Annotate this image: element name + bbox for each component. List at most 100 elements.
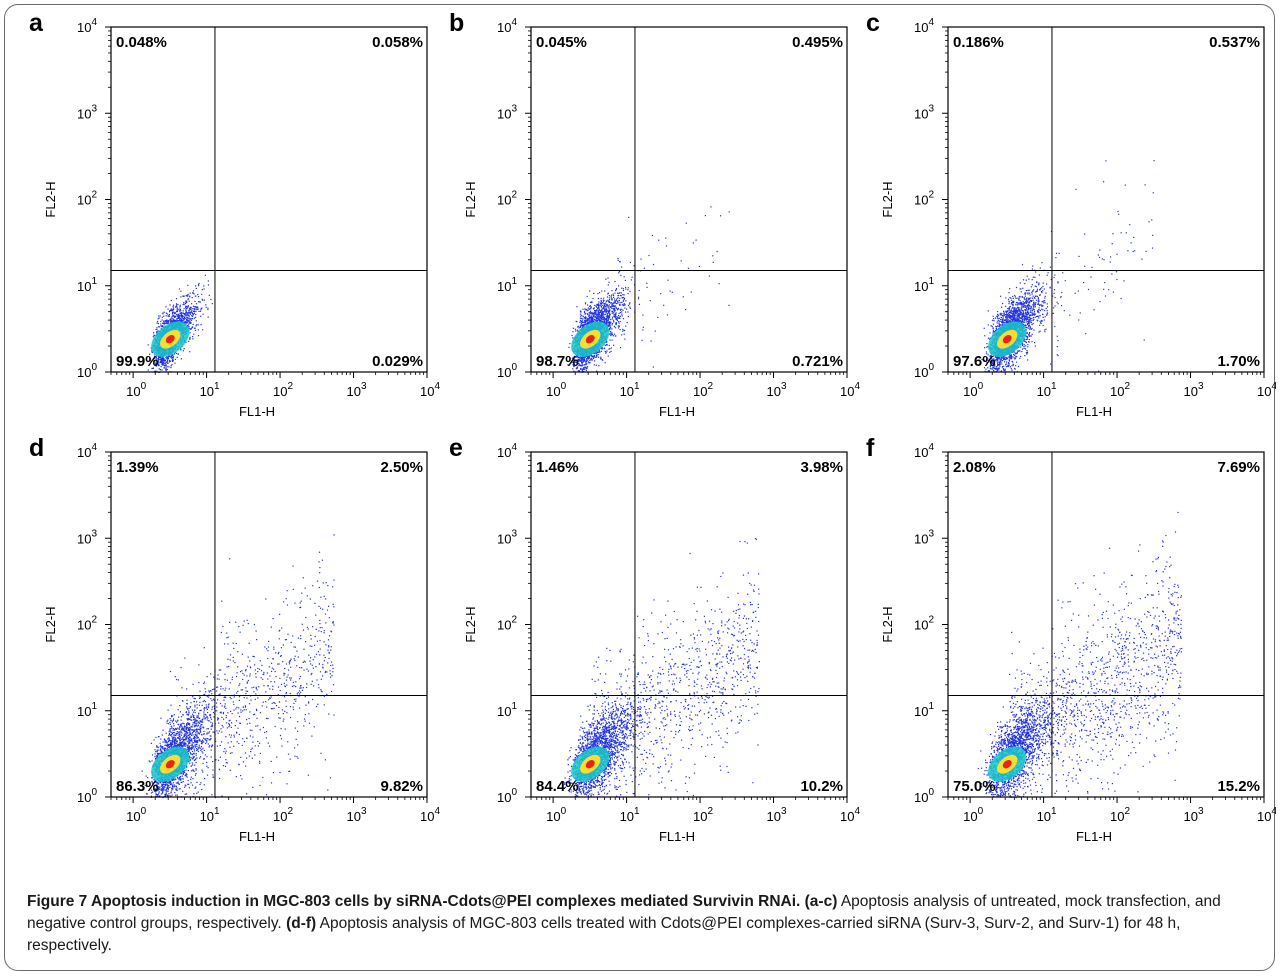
event-dot	[157, 322, 159, 325]
event-dot	[1031, 323, 1033, 326]
event-dot	[582, 325, 584, 327]
event-dot	[161, 362, 163, 364]
event-dot	[607, 284, 609, 286]
event-dot	[682, 296, 684, 298]
event-dot	[195, 287, 197, 289]
event-dot	[162, 361, 164, 363]
event-dot	[600, 314, 602, 317]
event-dot	[620, 295, 622, 297]
event-dot	[602, 313, 604, 315]
event-dot	[622, 289, 624, 292]
event-dot	[600, 297, 602, 299]
event-dot	[173, 304, 175, 306]
y-tick-label: 104	[77, 17, 97, 35]
event-dot	[618, 316, 620, 318]
y-tick-label: 100	[497, 362, 517, 380]
event-dot	[618, 300, 620, 302]
event-dot	[595, 364, 597, 366]
event-dot	[583, 317, 585, 319]
event-dot	[174, 358, 176, 360]
event-dot	[587, 317, 589, 319]
event-dot	[173, 319, 175, 321]
event-dot	[203, 288, 205, 290]
event-dot	[578, 363, 580, 365]
event-dot	[596, 352, 598, 354]
event-dot	[175, 298, 178, 300]
event-dot	[194, 306, 196, 308]
event-dot	[180, 310, 182, 312]
event-dot	[621, 315, 623, 317]
event-dot	[189, 320, 191, 323]
event-dot	[185, 313, 187, 315]
event-dot	[183, 318, 185, 320]
event-dot	[612, 293, 614, 295]
event-dot	[167, 358, 169, 360]
event-dot	[170, 321, 172, 323]
event-dot	[609, 333, 611, 335]
event-dot	[159, 326, 161, 328]
event-dot	[161, 359, 164, 361]
event-dot	[609, 309, 611, 311]
event-dot	[631, 276, 633, 278]
event-dot	[594, 360, 596, 362]
event-dot	[1123, 280, 1125, 282]
event-dot	[602, 312, 604, 314]
event-dot	[186, 317, 189, 319]
event-dot	[207, 308, 209, 311]
event-dot	[158, 361, 160, 363]
event-dot	[585, 312, 587, 315]
event-dot	[1031, 293, 1033, 295]
event-dot	[195, 308, 197, 310]
event-dot	[578, 370, 580, 372]
event-dot	[161, 325, 163, 328]
event-dot	[587, 313, 589, 315]
event-dot	[164, 360, 166, 362]
event-dot	[1075, 188, 1077, 190]
event-dot	[595, 313, 597, 315]
event-dot	[599, 314, 601, 316]
event-dot	[642, 326, 644, 328]
event-dot	[623, 330, 626, 332]
event-dot	[718, 283, 720, 285]
event-dot	[610, 331, 612, 333]
event-dot	[671, 291, 673, 293]
event-dot	[201, 289, 203, 291]
event-dot	[201, 298, 203, 300]
event-dot	[1054, 305, 1056, 307]
event-dot	[615, 327, 617, 329]
event-dot	[720, 215, 722, 217]
event-dot	[685, 222, 687, 224]
event-dot	[176, 310, 179, 313]
event-dot	[171, 321, 173, 323]
event-dot	[175, 305, 177, 307]
event-dot	[585, 369, 587, 372]
event-dot	[619, 312, 621, 314]
event-dot	[200, 315, 202, 317]
event-dot	[191, 313, 194, 315]
event-dot	[210, 298, 212, 301]
event-dot	[178, 314, 180, 316]
event-dot	[1022, 300, 1024, 303]
event-dot	[998, 320, 1000, 322]
event-dot	[1037, 311, 1039, 313]
event-dot	[193, 309, 195, 311]
event-dot	[183, 303, 185, 306]
event-dot	[205, 306, 207, 308]
event-dot	[596, 313, 598, 315]
event-dot	[698, 265, 700, 268]
event-dot	[619, 297, 621, 299]
event-dot	[169, 304, 171, 306]
event-dot	[203, 285, 205, 287]
event-dot	[583, 360, 585, 362]
event-dot	[167, 321, 169, 323]
event-dot	[624, 279, 626, 281]
event-dot	[180, 319, 182, 321]
event-dot	[621, 297, 624, 299]
event-dot	[594, 312, 597, 314]
event-dot	[166, 366, 168, 368]
event-dot	[185, 317, 187, 319]
event-dot	[171, 316, 173, 318]
event-dot	[649, 300, 651, 302]
event-dot	[1008, 292, 1010, 294]
event-dot	[177, 353, 179, 355]
